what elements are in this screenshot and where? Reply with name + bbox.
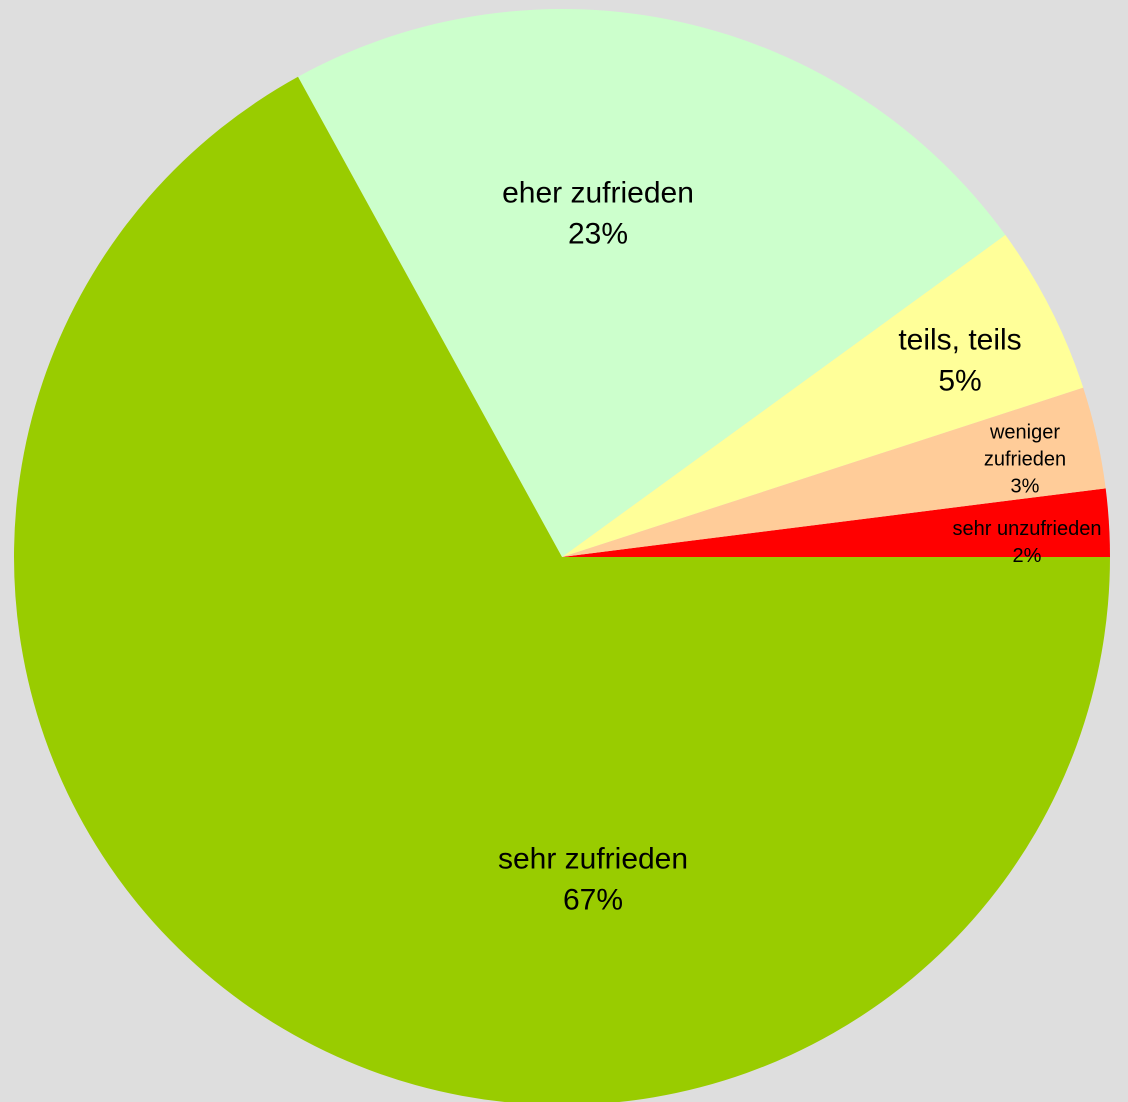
slice-label: eher zufrieden 23% (502, 174, 694, 255)
value-label: 67% (562, 883, 624, 916)
category-label: sehr zufrieden (497, 842, 689, 876)
pie-slice (562, 488, 1110, 557)
value-label: 5% (938, 364, 982, 397)
pie-slice (297, 9, 1006, 557)
category-label: sehr unzufrieden (952, 518, 1102, 540)
pie-slice (14, 76, 1110, 1102)
slice-label: teils, teils 5% (898, 321, 1021, 402)
slice-label: sehr unzufrieden 2% (953, 516, 1102, 570)
value-label: 3% (1010, 475, 1040, 498)
value-label: 23% (567, 217, 629, 250)
slice-label: sehr zufrieden 67% (498, 840, 688, 921)
category-label: eher zufrieden (502, 176, 694, 210)
slice-label: weniger zufrieden 3% (970, 420, 1080, 501)
pie-slice (562, 387, 1106, 557)
pie-slice (562, 234, 1084, 557)
category-label: weniger zufrieden (983, 421, 1067, 471)
value-label: 2% (1012, 545, 1042, 567)
category-label: teils, teils (898, 323, 1022, 357)
